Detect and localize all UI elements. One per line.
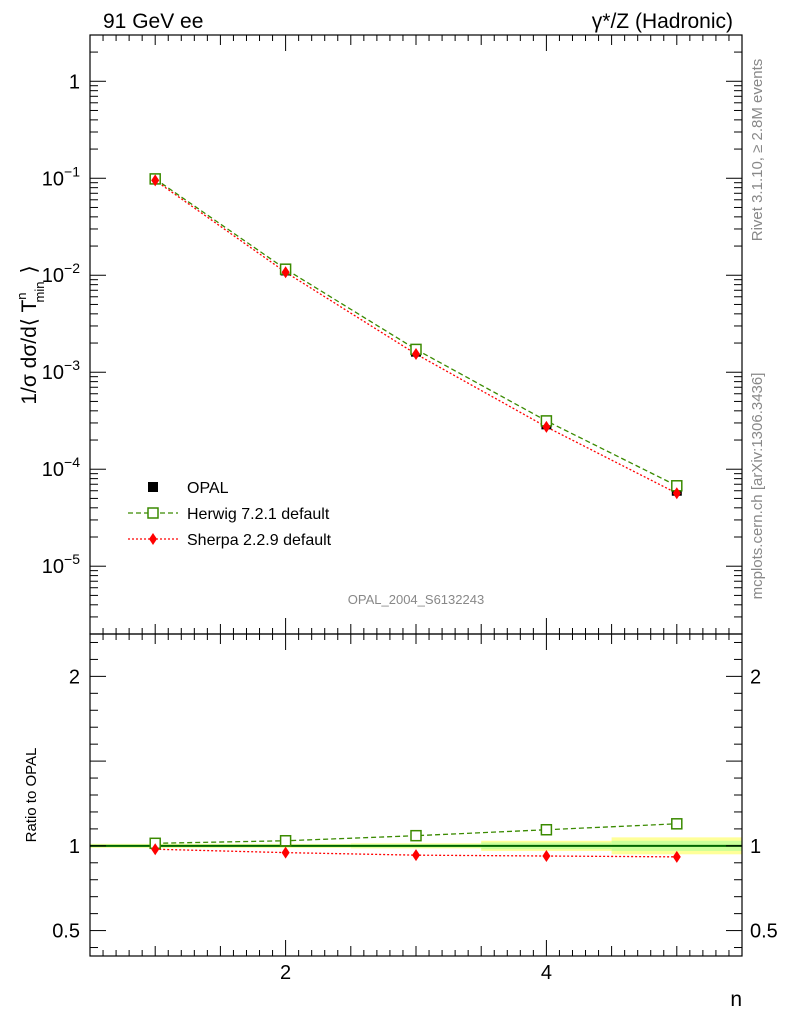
ratio-sherpa-point — [672, 850, 681, 863]
sherpa-point — [151, 174, 160, 187]
ratio-sherpa-point — [412, 849, 420, 862]
ratio-y-tick-label-left: 0.5 — [52, 921, 80, 943]
ratio-sherpa-point — [151, 843, 160, 856]
legend-label: OPAL — [187, 480, 229, 497]
main-y-tick-label: 1 — [69, 71, 80, 93]
sherpa-line — [154, 179, 678, 494]
header-right-title: γ*/Z (Hadronic) — [592, 10, 733, 33]
sherpa-point — [542, 420, 551, 433]
x-tick-label: 4 — [541, 962, 552, 984]
legend-label: Sherpa 2.2.9 default — [187, 532, 332, 549]
main-y-tick-label: 10−5 — [42, 551, 80, 578]
header-left-title: 91 GeV ee — [103, 10, 203, 33]
ylabel-sub: min — [32, 282, 47, 303]
main-y-tick-label: 10−4 — [42, 454, 80, 481]
sherpa-point — [281, 266, 290, 279]
x-axis-label: n — [730, 988, 742, 1011]
legend-label: Herwig 7.2.1 default — [187, 506, 330, 523]
ratio-y-tick-label-right: 2 — [750, 666, 761, 688]
x-tick-label: 2 — [280, 962, 291, 984]
ratio-y-tick-label-right: 1 — [750, 836, 761, 858]
ratio-sherpa-point — [281, 846, 290, 859]
ratio-plot-frame — [89, 633, 743, 957]
ratio-y-axis-label: Ratio to OPAL — [23, 748, 40, 843]
ratio-herwig-point — [540, 823, 553, 836]
mcplots-label: mcplots.cern.ch [arXiv:1306.3436] — [749, 373, 766, 600]
herwig-line — [154, 178, 678, 487]
main-y-tick-label: 10−2 — [42, 260, 80, 287]
legend-opal-marker — [148, 482, 158, 492]
sherpa-point — [412, 348, 420, 361]
watermark: OPAL_2004_S6132243 — [348, 592, 484, 607]
main-panel: 1 10−1 10−2 10−3 10−4 10−5 OPAL_2004_S6132243… — [14, 34, 743, 635]
rivet-label: Rivet 3.1.10, ≥ 2.8M events — [749, 59, 766, 242]
legend-herwig-marker — [147, 507, 159, 519]
ratio-y-tick-label-right: 0.5 — [750, 921, 778, 943]
main-y-tick-label: 10−3 — [42, 357, 80, 384]
ylabel-sup: n — [14, 292, 29, 299]
ratio-y-tick-label-left: 2 — [69, 666, 80, 688]
ratio-herwig-point — [279, 835, 292, 847]
legend-sherpa-marker — [149, 533, 157, 545]
main-y-tick-label: 10−1 — [42, 163, 80, 190]
ratio-y-tick-label-left: 1 — [69, 836, 80, 858]
legend: OPAL Herwig 7.2.1 default Sherpa 2.2.9 def… — [128, 480, 332, 549]
ratio-herwig-point — [410, 829, 422, 842]
ylabel-close: ⟩ — [18, 265, 41, 273]
main-y-axis-label: 1/σ dσ/d⟨ Tn min ⟩ — [14, 265, 47, 404]
ylabel-main: 1/σ dσ/d⟨ T — [18, 300, 41, 405]
ratio-panel: 2 2 1 1 0.5 0.5 2 4 Ratio to OPAL n — [23, 633, 778, 1011]
sherpa-point — [672, 487, 681, 500]
ratio-herwig-point — [671, 818, 683, 830]
ratio-sherpa-point — [542, 850, 551, 863]
